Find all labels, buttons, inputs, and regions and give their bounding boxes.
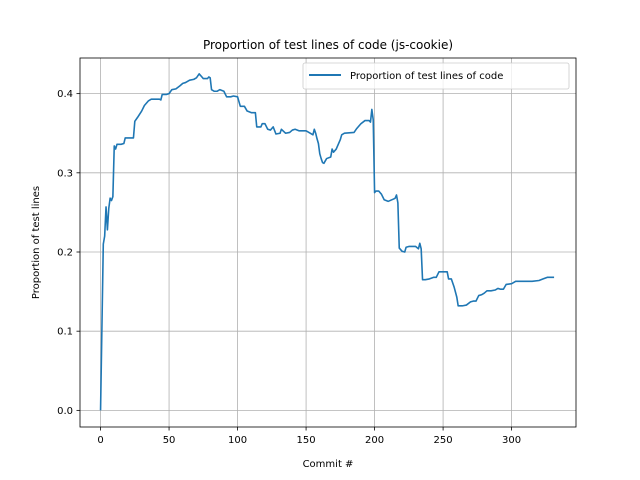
- x-tick-label: 300: [502, 435, 521, 446]
- gridlines: [80, 58, 576, 427]
- x-tick-label: 200: [365, 435, 384, 446]
- series-line: [99, 73, 555, 411]
- x-tick-label: 50: [163, 435, 176, 446]
- x-tick-label: 150: [297, 435, 316, 446]
- legend-label: Proportion of test lines of code: [350, 71, 503, 82]
- plot-frame: [79, 57, 577, 428]
- data-series: [99, 73, 555, 411]
- chart-title: Proportion of test lines of code (js-coo…: [203, 38, 453, 52]
- y-tick-label: 0.3: [57, 168, 73, 179]
- x-tick-label: 100: [228, 435, 247, 446]
- legend: Proportion of test lines of code: [302, 62, 570, 90]
- legend-box: [302, 62, 570, 90]
- x-axis-label: Commit #: [303, 459, 354, 470]
- y-tick-label: 0.2: [57, 248, 73, 259]
- x-tick-label: 0: [97, 435, 103, 446]
- y-tick-label: 0.1: [57, 327, 73, 338]
- y-axis-label: Proportion of test lines: [31, 186, 42, 299]
- x-tick-label: 250: [434, 435, 453, 446]
- y-axis-ticks: 0.0 0.1 0.2 0.3 0.4: [57, 89, 80, 417]
- plot-area: [80, 58, 576, 427]
- y-tick-label: 0.0: [57, 406, 73, 417]
- x-axis-ticks: 0 50 100 150 200 250 300: [97, 427, 521, 446]
- y-tick-label: 0.4: [57, 89, 73, 100]
